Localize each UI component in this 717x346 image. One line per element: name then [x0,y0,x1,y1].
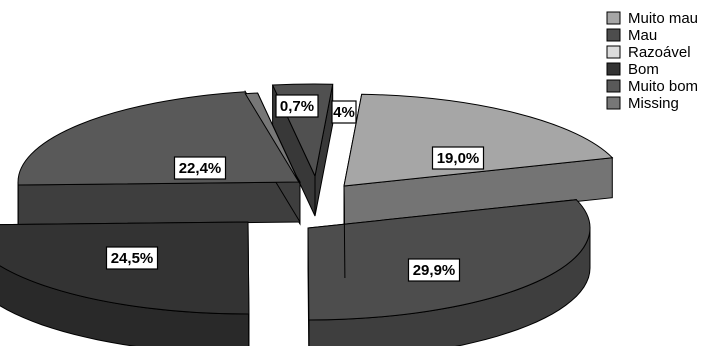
data-label-box-muito-mau [431,146,485,170]
slice-face-muito-bom-0 [17,181,301,226]
data-label-unnamed-6: 4% [333,104,355,121]
legend-swatch-muito-bom [606,79,621,93]
slice-muito-mau [343,93,614,187]
legend-label-razoavel: Razoável [628,44,691,61]
slice-razoavel [343,185,346,279]
data-label-mau: 29,9% [413,262,456,279]
data-label-muito-mau: 19,0% [437,150,480,167]
legend-swatch-mau [606,28,621,42]
data-labels: 19,0% 29,9% 24,5% 22,4% 0,7% 4% [105,94,485,282]
data-label-missing: 0,7% [280,98,314,115]
legend-label-muito-bom: Muito bom [628,78,698,95]
data-label-muito-bom: 22,4% [179,160,222,177]
legend-label-muito-mau: Muito mau [628,10,698,27]
data-label-box-unnamed-6 [331,100,357,124]
slice-missing [244,92,301,185]
legend-swatch-razoavel [606,45,621,59]
legend-label-bom: Bom [628,61,659,78]
data-label-box-muito-bom [173,156,227,180]
legend-swatch-missing [606,96,621,110]
legend-label-missing: Missing [628,95,679,112]
legend-swatch-muito-mau [606,11,621,25]
data-label-bom: 24,5% [111,250,154,267]
data-label-box-mau [407,258,461,282]
legend-label-mau: Mau [628,27,657,44]
slice-muito-bom [17,91,301,186]
data-label-box-missing [275,94,319,118]
legend-swatch-bom [606,62,621,76]
data-label-box-bom [105,246,159,270]
